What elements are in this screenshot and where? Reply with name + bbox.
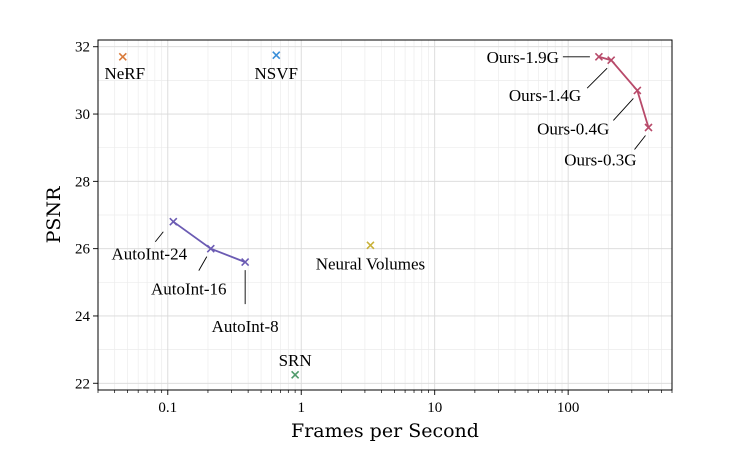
x-tick-label: 0.1 [158, 400, 177, 416]
label-leader-line [613, 98, 634, 121]
plot-frame [97, 39, 673, 391]
data-point-marker [633, 86, 642, 95]
data-markers [118, 51, 653, 379]
series-line [598, 55, 650, 128]
y-tick-label: 30 [75, 107, 90, 123]
x-tick-label: 10 [427, 400, 442, 416]
data-point-marker [291, 370, 300, 379]
point-label: SRN [279, 351, 312, 370]
point-label: AutoInt-24 [112, 245, 188, 264]
data-point-marker [206, 244, 215, 253]
point-labels: NeRF NSVF AutoInt-24 AutoInt-16 AutoInt-8 Neu… [104, 48, 646, 370]
label-leader-line [634, 135, 646, 150]
data-point-marker [169, 217, 178, 226]
data-point-marker [241, 258, 250, 267]
point-label: Ours-1.4G [509, 86, 581, 105]
label-leader-line [586, 67, 608, 89]
point-label: Neural Volumes [316, 254, 425, 273]
axis-ticks: 0.1 1 10 100 22 24 26 28 30 32 [75, 40, 673, 416]
y-axis-title: PSNR [43, 186, 65, 243]
point-label: NSVF [255, 64, 298, 83]
point-label: AutoInt-16 [151, 280, 227, 299]
label-leader-line [154, 231, 164, 243]
data-point-marker [594, 52, 603, 61]
data-point-marker [607, 56, 616, 65]
data-point-marker [644, 123, 653, 132]
point-label: AutoInt-8 [212, 317, 279, 336]
label-leader-line [198, 256, 208, 271]
x-tick-label: 1 [297, 400, 305, 416]
point-label: Ours-0.3G [564, 151, 636, 170]
x-tick-label: 100 [557, 400, 580, 416]
y-tick-label: 32 [75, 40, 90, 56]
y-tick-label: 24 [75, 309, 91, 325]
point-label: Ours-0.4G [537, 119, 609, 138]
data-point-marker [272, 51, 281, 60]
point-label: NeRF [104, 64, 145, 83]
grid [97, 40, 673, 390]
y-tick-label: 28 [75, 174, 90, 190]
y-tick-label: 22 [75, 376, 90, 392]
data-point-marker [118, 52, 127, 61]
point-label: Ours-1.9G [487, 48, 559, 67]
y-tick-label: 26 [75, 242, 91, 258]
x-axis-title: Frames per Second [291, 420, 479, 442]
data-point-marker [366, 241, 375, 250]
